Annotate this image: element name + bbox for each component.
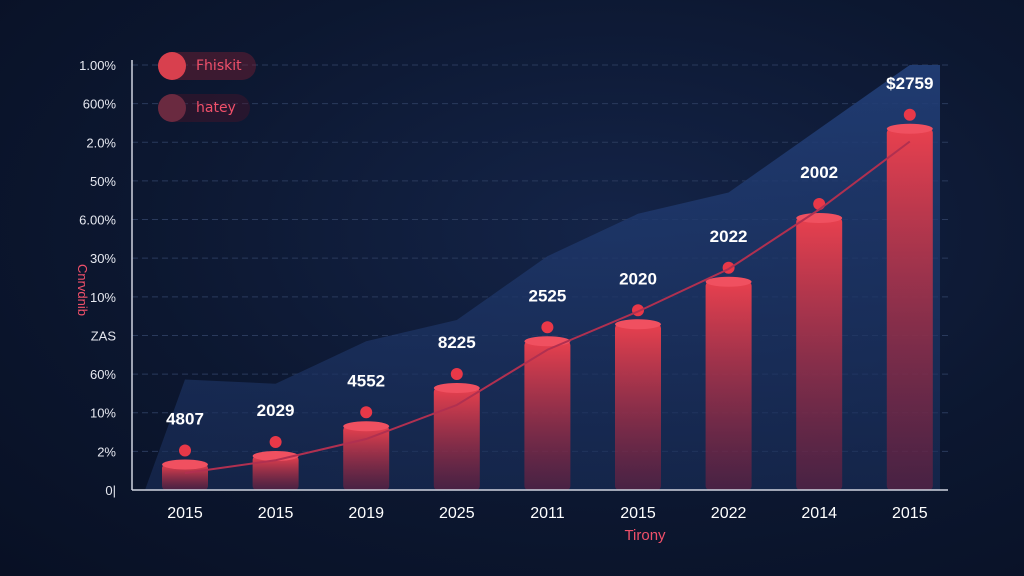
- data-label: $2759: [886, 74, 933, 93]
- bar: [524, 341, 571, 490]
- legend-item-1: Fhiskit: [158, 52, 256, 80]
- bar: [252, 456, 299, 490]
- data-label: 4807: [166, 410, 204, 429]
- y-tick-label: 50%: [90, 174, 116, 189]
- y-tick-label: 2%: [97, 444, 116, 459]
- legend-item-2: hatey: [158, 94, 250, 122]
- x-axis-title: Tirony: [624, 527, 666, 544]
- data-label: 2020: [619, 269, 657, 288]
- legend-swatch-1: [158, 52, 186, 80]
- y-tick-label: 60%: [90, 367, 116, 382]
- bar-cap: [796, 213, 843, 223]
- bar: [615, 324, 661, 490]
- bar-cap: [433, 383, 480, 393]
- legend-swatch-2: [158, 94, 186, 122]
- x-tick-label: 2022: [711, 505, 747, 522]
- trend-line: [184, 140, 911, 474]
- legend-label-1: Fhiskit: [196, 58, 242, 74]
- legend-label-2: hatey: [196, 100, 236, 116]
- y-tick-label: 6.00%: [79, 213, 116, 228]
- data-label: 8225: [438, 333, 476, 352]
- y-axis-title: Cnrvdnib: [75, 264, 90, 316]
- bar-marker-icon: [450, 368, 463, 380]
- y-tick-label: 600%: [83, 97, 117, 112]
- bar-cap: [886, 123, 933, 134]
- bar-cap: [524, 336, 571, 347]
- x-tick-label: 2025: [439, 505, 475, 522]
- bar: [705, 281, 752, 490]
- data-label: 4552: [347, 371, 385, 390]
- bar-marker-icon: [269, 436, 282, 448]
- bar-marker-icon: [541, 321, 554, 334]
- bar-marker-icon: [179, 444, 191, 457]
- x-tick-label: 2015: [892, 505, 928, 522]
- bar-cap: [705, 276, 752, 287]
- y-tick-label: 0|: [105, 483, 116, 498]
- data-label: 2525: [528, 286, 566, 305]
- data-label: 2002: [800, 163, 838, 182]
- bar: [343, 426, 390, 490]
- bar-marker-icon: [903, 108, 916, 121]
- data-label: 2022: [710, 227, 748, 246]
- y-tick-label: 10%: [90, 406, 116, 421]
- y-tick-label: ZAS: [91, 328, 117, 343]
- bar-marker-icon: [813, 198, 826, 210]
- x-tick-label: 2014: [801, 505, 837, 522]
- bar-marker-icon: [360, 406, 373, 419]
- bar: [796, 218, 843, 490]
- x-tick-label: 2015: [620, 505, 656, 522]
- bar: [433, 388, 480, 490]
- y-tick-label: 2.0%: [86, 135, 116, 150]
- y-tick-label: 10%: [90, 290, 116, 305]
- bar-cap: [162, 459, 208, 470]
- bar: [886, 128, 933, 490]
- x-tick-label: 2011: [530, 505, 565, 522]
- x-tick-label: 2015: [167, 505, 203, 522]
- x-tick-label: 2019: [348, 505, 384, 522]
- bar-cap: [615, 319, 661, 330]
- x-tick-label: 2015: [258, 505, 294, 522]
- data-label: 2029: [257, 401, 295, 420]
- bar-cap: [343, 421, 390, 432]
- y-tick-label: 1.00%: [79, 58, 116, 73]
- y-tick-label: 30%: [90, 251, 116, 266]
